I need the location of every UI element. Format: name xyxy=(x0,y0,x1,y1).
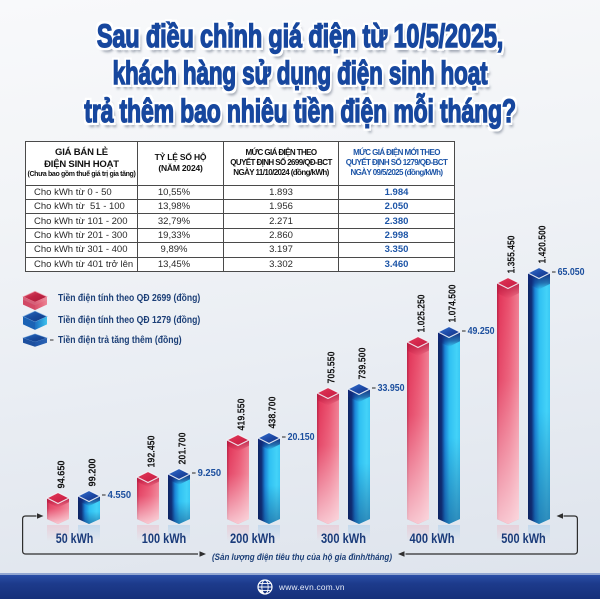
svg-text:20.150: 20.150 xyxy=(288,431,315,443)
svg-text:1.420.500: 1.420.500 xyxy=(538,225,549,263)
svg-text:300 kWh: 300 kWh xyxy=(321,530,366,546)
svg-text:33.950: 33.950 xyxy=(378,382,405,394)
svg-text:50 kWh: 50 kWh xyxy=(56,530,94,546)
svg-text:1.355.450: 1.355.450 xyxy=(507,235,518,273)
svg-text:419.550: 419.550 xyxy=(237,398,248,430)
svg-text:200 kWh: 200 kWh xyxy=(230,530,275,546)
svg-text:1.025.250: 1.025.250 xyxy=(417,294,428,332)
svg-text:94.650: 94.650 xyxy=(57,460,68,488)
svg-text:(Sản lượng điện tiêu thụ của h: (Sản lượng điện tiêu thụ của hộ gia đình… xyxy=(212,552,392,563)
svg-text:438.700: 438.700 xyxy=(268,396,279,428)
svg-text:49.250: 49.250 xyxy=(468,325,495,337)
svg-text:739.500: 739.500 xyxy=(358,347,369,379)
svg-text:1.074.500: 1.074.500 xyxy=(448,284,459,322)
svg-text:99.200: 99.200 xyxy=(88,458,99,486)
svg-text:192.450: 192.450 xyxy=(147,435,158,467)
svg-text:65.050: 65.050 xyxy=(558,266,585,278)
svg-text:4.550: 4.550 xyxy=(108,489,132,501)
svg-text:201.700: 201.700 xyxy=(178,432,189,464)
svg-text:100 kWh: 100 kWh xyxy=(142,530,187,546)
svg-text:9.250: 9.250 xyxy=(198,467,222,479)
svg-text:500 kWh: 500 kWh xyxy=(501,530,546,546)
svg-text:400 kWh: 400 kWh xyxy=(410,530,455,546)
svg-text:705.550: 705.550 xyxy=(327,351,338,383)
